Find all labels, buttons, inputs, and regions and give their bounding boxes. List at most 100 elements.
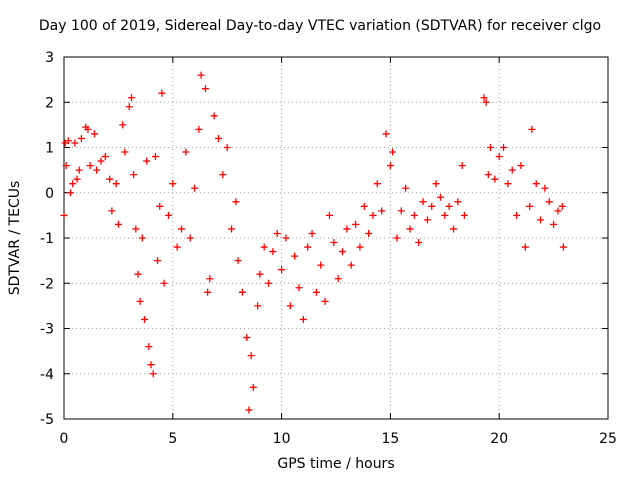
data-point xyxy=(532,180,540,188)
data-point xyxy=(458,162,466,170)
tick-labels: 0 5 10 15 20 25 -5 -4 -3 -2 -1 0 1 2 3 xyxy=(40,50,617,447)
data-point xyxy=(214,134,222,142)
data-point xyxy=(360,202,368,210)
x-tick-label: 5 xyxy=(168,431,177,447)
data-point xyxy=(558,202,566,210)
data-point xyxy=(97,157,105,165)
data-point xyxy=(106,175,114,183)
data-point xyxy=(132,225,140,233)
data-point xyxy=(356,243,364,251)
data-point xyxy=(186,234,194,242)
data-point xyxy=(243,334,251,342)
y-tick-label: -4 xyxy=(40,367,54,383)
grid-lines xyxy=(64,57,608,419)
data-point xyxy=(273,229,281,237)
data-point xyxy=(254,302,262,310)
data-point xyxy=(265,279,273,287)
data-point xyxy=(119,121,127,129)
chart-title: Day 100 of 2019, Sidereal Day-to-day VTE… xyxy=(38,18,602,34)
data-point xyxy=(480,94,488,102)
data-point xyxy=(330,239,338,247)
data-point xyxy=(73,175,81,183)
data-point xyxy=(127,94,135,102)
data-point xyxy=(160,279,168,287)
data-point xyxy=(151,153,159,161)
axis-ticks xyxy=(63,56,609,420)
y-tick-label: 3 xyxy=(45,50,54,66)
data-point xyxy=(526,202,534,210)
data-point xyxy=(156,202,164,210)
data-point xyxy=(441,211,449,219)
data-point xyxy=(206,275,214,283)
data-point xyxy=(482,98,490,106)
data-point xyxy=(373,180,381,188)
x-tick-label: 25 xyxy=(599,431,617,447)
data-point xyxy=(256,270,264,278)
data-point xyxy=(343,225,351,233)
data-point xyxy=(415,239,423,247)
data-point xyxy=(112,180,120,188)
data-point xyxy=(386,162,394,170)
y-tick-label: 0 xyxy=(45,186,54,202)
data-point xyxy=(282,234,290,242)
data-point xyxy=(334,275,342,283)
x-tick-label: 20 xyxy=(490,431,508,447)
data-point xyxy=(201,85,209,93)
data-point xyxy=(393,234,401,242)
x-tick-label: 10 xyxy=(273,431,291,447)
data-point xyxy=(62,162,70,170)
data-point xyxy=(178,225,186,233)
x-axis-label: GPS time / hours xyxy=(277,456,395,472)
data-point xyxy=(158,89,166,97)
data-point xyxy=(495,153,503,161)
data-point xyxy=(60,211,68,219)
data-point xyxy=(204,288,212,296)
data-point xyxy=(339,248,347,256)
data-point xyxy=(130,171,138,179)
data-point xyxy=(550,220,558,228)
data-point xyxy=(295,284,303,292)
data-point xyxy=(154,257,162,265)
data-point xyxy=(410,211,418,219)
data-point xyxy=(69,180,77,188)
y-tick-label: -3 xyxy=(40,322,54,338)
data-point xyxy=(108,207,116,215)
data-point xyxy=(93,166,101,174)
data-point xyxy=(64,137,72,145)
y-tick-label: -2 xyxy=(40,276,54,292)
data-point xyxy=(84,125,92,133)
data-point xyxy=(71,139,79,147)
data-point xyxy=(513,211,521,219)
data-point xyxy=(182,148,190,156)
data-point xyxy=(67,189,75,197)
data-point xyxy=(369,211,377,219)
data-point xyxy=(141,315,149,323)
data-point xyxy=(321,297,329,305)
data-point xyxy=(136,297,144,305)
data-point xyxy=(508,166,516,174)
data-point xyxy=(249,383,257,391)
data-point xyxy=(554,207,562,215)
data-point xyxy=(286,302,294,310)
data-point xyxy=(491,175,499,183)
data-point xyxy=(559,243,567,251)
data-point xyxy=(445,202,453,210)
data-point xyxy=(347,261,355,269)
data-point xyxy=(365,229,373,237)
data-points xyxy=(60,71,567,414)
data-point xyxy=(304,243,312,251)
data-point xyxy=(450,225,458,233)
data-point xyxy=(86,162,94,170)
data-point xyxy=(210,112,218,120)
data-point xyxy=(312,288,320,296)
data-point xyxy=(247,352,255,360)
data-point xyxy=(352,220,360,228)
data-point xyxy=(528,125,536,133)
y-tick-label: 1 xyxy=(45,141,54,157)
data-point xyxy=(134,270,142,278)
data-point xyxy=(428,202,436,210)
data-point xyxy=(147,361,155,369)
data-point xyxy=(521,243,529,251)
y-tick-label: -1 xyxy=(40,231,54,247)
x-tick-label: 15 xyxy=(381,431,399,447)
